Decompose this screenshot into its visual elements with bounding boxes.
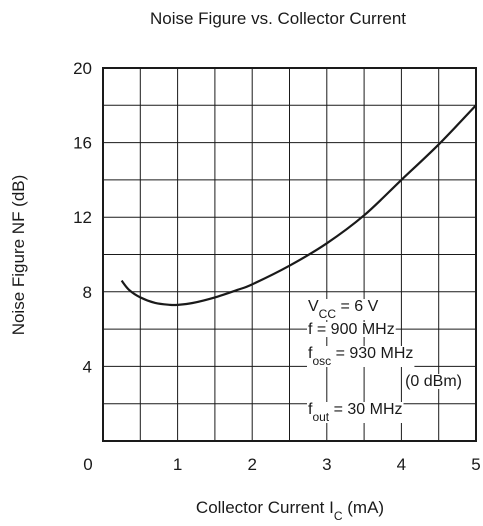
x-tick-labels: 0 1 2 3 4 5 (83, 455, 480, 474)
x-axis-label-sub: C (334, 509, 343, 523)
x-tick-label: 1 (173, 455, 182, 474)
series-line (120, 104, 477, 307)
annotation-line: VCC = 6 V (308, 298, 379, 321)
plot-frame (102, 67, 477, 442)
annotation-background (404, 374, 463, 389)
x-tick-label: 5 (471, 455, 480, 474)
annotation-line: fout = 30 MHz (308, 401, 403, 424)
annotation-background (307, 322, 396, 337)
y-tick-labels: 4 8 12 16 20 (73, 59, 92, 376)
x-tick-label: 4 (397, 455, 406, 474)
y-tick-label: 4 (83, 357, 92, 376)
y-tick-label: 20 (73, 59, 92, 78)
x-tick-label: 2 (247, 455, 256, 474)
series-layer (120, 104, 477, 307)
grid (103, 68, 476, 441)
chart-title: Noise Figure vs. Collector Current (150, 9, 406, 28)
x-tick-label: 0 (83, 455, 92, 474)
y-axis-label: Noise Figure NF (dB) (9, 175, 28, 336)
annotation-line: fosc = 930 MHz (308, 345, 413, 368)
y-tick-label: 12 (73, 208, 92, 227)
x-axis-label-main: Collector Current I (196, 498, 334, 517)
annotation-line: (0 dBm) (405, 373, 462, 390)
annotation-background (307, 299, 380, 320)
annotation-background (307, 402, 404, 423)
annotation-background (307, 346, 415, 367)
annotation-line: f = 900 MHz (308, 321, 395, 338)
annotation-box: VCC = 6 Vf = 900 MHz fosc = 930 MHz (0 dBm… (307, 298, 463, 424)
x-tick-label: 3 (322, 455, 331, 474)
x-axis-label: Collector Current IC (mA) (196, 498, 384, 523)
y-tick-label: 16 (73, 134, 92, 153)
x-axis-label-unit: (mA) (343, 498, 385, 517)
y-tick-label: 8 (83, 283, 92, 302)
